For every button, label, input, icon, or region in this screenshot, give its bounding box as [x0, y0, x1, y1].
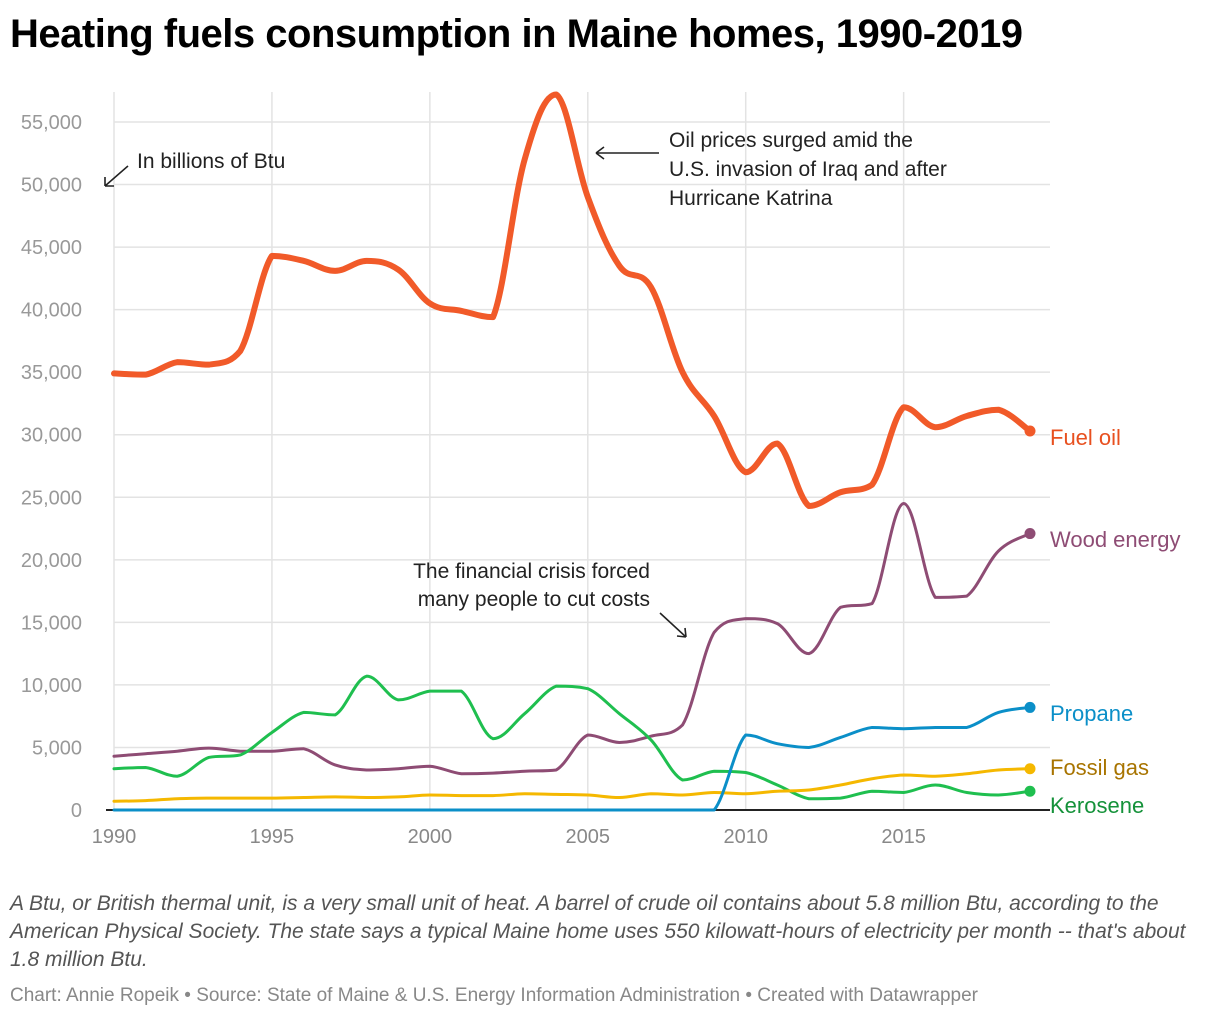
- y-tick-label: 50,000: [21, 175, 82, 197]
- y-tick-label: 5,000: [32, 737, 82, 759]
- annotation-oil-prices: Oil prices surged amid the: [669, 129, 913, 152]
- y-tick-label: 0: [71, 800, 82, 822]
- y-tick-label: 30,000: [21, 425, 82, 447]
- annotation-financial-crisis: The financial crisis forced: [413, 560, 650, 583]
- x-tick-label: 1995: [250, 826, 295, 848]
- fuel-oil-label: Fuel oil: [1050, 425, 1121, 450]
- kerosene-end-point: [1024, 785, 1036, 797]
- y-tick-label: 35,000: [21, 362, 82, 384]
- propane-line: [112, 705, 1032, 812]
- wood-energy-line: [112, 502, 1032, 776]
- annotation-oil-prices: U.S. invasion of Iraq and after: [669, 158, 947, 181]
- y-tick-label: 40,000: [21, 300, 82, 322]
- y-tick-label: 55,000: [21, 112, 82, 134]
- chart-title: Heating fuels consumption in Maine homes…: [10, 12, 1023, 56]
- fossil-gas-end-point: [1024, 763, 1036, 775]
- y-tick-label: 45,000: [21, 237, 82, 259]
- x-tick-label: 2010: [723, 826, 768, 848]
- wood-energy-label: Wood energy: [1050, 527, 1180, 552]
- wood-energy-end-point: [1024, 528, 1036, 540]
- fossil-gas-label: Fossil gas: [1050, 755, 1149, 780]
- annotation-financial-crisis: many people to cut costs: [418, 588, 650, 611]
- y-tick-label: 25,000: [21, 487, 82, 509]
- annotation-oil-prices: Hurricane Katrina: [669, 187, 833, 210]
- propane-label: Propane: [1050, 701, 1133, 726]
- line-chart: 0 5,000 10,000 15,000 20,000 25,000 30,000 35,0…: [21, 91, 1180, 848]
- x-tick-label: 2015: [881, 826, 926, 848]
- x-tick-label: 2005: [566, 826, 611, 848]
- fuel-oil-end-point: [1024, 425, 1036, 437]
- kerosene-line: [112, 674, 1032, 801]
- unit-note-arrow: [104, 165, 129, 187]
- fuel-oil-line: [111, 91, 1033, 510]
- y-tick-label: 15,000: [21, 612, 82, 634]
- x-tick-label: 2000: [408, 826, 453, 848]
- kerosene-label: Kerosene: [1050, 793, 1144, 818]
- y-tick-label: 10,000: [21, 675, 82, 697]
- chart-footer: Chart: Annie Ropeik • Source: State of M…: [10, 985, 978, 1006]
- propane-end-point: [1024, 701, 1036, 713]
- unit-note: In billions of Btu: [137, 150, 285, 173]
- fossil-gas-line: [112, 767, 1032, 803]
- annotation-arrow: [595, 146, 659, 160]
- x-tick-label: 1990: [92, 826, 137, 848]
- chart-notes: A Btu, or British thermal unit, is a ver…: [10, 892, 1186, 971]
- y-tick-label: 20,000: [21, 550, 82, 572]
- annotation-arrow: [659, 612, 687, 638]
